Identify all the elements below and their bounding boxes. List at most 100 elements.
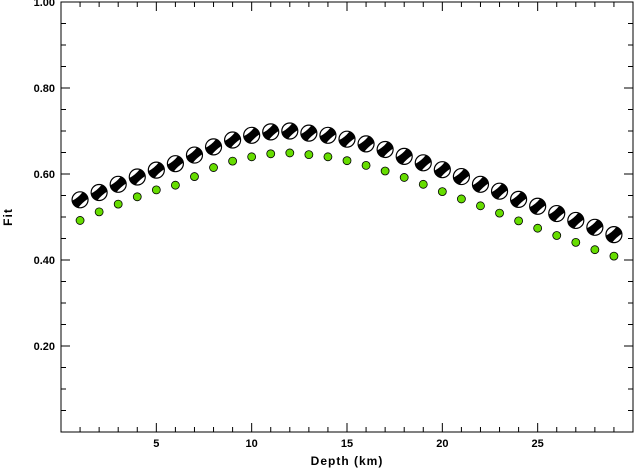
green-data-point bbox=[209, 163, 218, 172]
green-data-point bbox=[94, 207, 104, 217]
beachball-white-lobe bbox=[517, 198, 527, 208]
beachball-rim bbox=[471, 175, 490, 193]
green-data-point bbox=[170, 180, 180, 190]
beachball-rim bbox=[262, 123, 280, 141]
beachball-white-lobe bbox=[326, 134, 336, 144]
beachball-data-point bbox=[471, 175, 490, 193]
beachball-data-point bbox=[204, 138, 223, 156]
beachball-rim bbox=[71, 191, 89, 209]
beachball-data-point bbox=[281, 122, 299, 140]
beachball-data-point bbox=[490, 182, 509, 200]
green-data-point bbox=[609, 251, 619, 261]
axis-tick-labels: 5 10 15 20 25 0.20 0.40 0.60 0.80 1.00 bbox=[34, 0, 544, 450]
beachball-rim bbox=[433, 161, 451, 179]
beachball-data-point bbox=[548, 204, 566, 223]
green-data-point bbox=[590, 245, 600, 255]
beachball-rim bbox=[338, 130, 356, 148]
axis-ticks bbox=[61, 2, 633, 432]
green-data-point bbox=[323, 152, 333, 162]
x-axis-label: Depth (km) bbox=[311, 454, 384, 468]
beachball-white-lobe bbox=[173, 162, 184, 172]
beachball-data-point bbox=[357, 135, 375, 153]
green-data-point bbox=[266, 149, 276, 159]
beachball-data-point bbox=[414, 154, 432, 172]
beachball-data-point bbox=[567, 211, 585, 230]
x-tick-label: 25 bbox=[532, 438, 544, 450]
green-data-point bbox=[476, 201, 485, 211]
green-data-point bbox=[132, 192, 142, 202]
beachball-white-lobe bbox=[192, 154, 203, 164]
beachball-rim bbox=[185, 146, 204, 164]
beachball-rim bbox=[605, 226, 623, 244]
beachball-rim bbox=[529, 197, 547, 215]
green-data-point bbox=[437, 187, 447, 197]
beachball-white-lobe bbox=[440, 168, 451, 178]
beachball-rim bbox=[300, 124, 318, 142]
beachball-white-lobe bbox=[78, 198, 89, 208]
beachball-white-lobe bbox=[97, 191, 108, 201]
beachball-white-lobe bbox=[383, 148, 394, 158]
y-tick-label: 0.80 bbox=[34, 83, 55, 95]
green-data-point bbox=[380, 166, 390, 176]
green-data-point bbox=[552, 231, 562, 240]
beachball-data-point bbox=[262, 123, 280, 141]
x-tick-label: 10 bbox=[246, 438, 258, 450]
green-data-point bbox=[533, 223, 543, 233]
y-axis-label: Fit bbox=[1, 208, 15, 226]
beachball-data-point bbox=[90, 183, 108, 202]
beachball-white-lobe bbox=[421, 161, 432, 171]
x-tick-label: 20 bbox=[436, 438, 448, 450]
beachball-data-point bbox=[586, 218, 604, 236]
beachball-data-point bbox=[128, 168, 146, 186]
beachball-rim bbox=[224, 131, 242, 149]
y-tick-label: 0.60 bbox=[34, 169, 55, 181]
beachball-white-lobe bbox=[459, 175, 470, 185]
green-data-point bbox=[456, 194, 466, 204]
beachball-rim bbox=[109, 175, 127, 193]
beachball-data-point bbox=[166, 155, 184, 173]
x-tick-label: 5 bbox=[153, 438, 159, 450]
beachball-rim bbox=[376, 140, 394, 159]
beachball-data-point bbox=[71, 191, 89, 209]
beachball-white-lobe bbox=[593, 226, 603, 236]
green-data-point bbox=[495, 208, 504, 218]
beachball-white-lobe bbox=[154, 169, 165, 179]
beachball-data-point bbox=[395, 147, 413, 165]
green-data-point bbox=[151, 185, 161, 195]
beachball-data-point bbox=[224, 131, 242, 149]
green-data-point bbox=[399, 173, 409, 182]
beachball-white-lobe bbox=[364, 142, 375, 152]
beachball-white-lobe bbox=[307, 132, 317, 142]
beachball-data-point bbox=[109, 175, 127, 193]
beachball-white-lobe bbox=[269, 130, 279, 140]
green-data-point bbox=[514, 216, 523, 226]
beachball-data-point bbox=[509, 190, 528, 208]
green-data-point bbox=[571, 237, 581, 247]
beachball-series bbox=[71, 122, 623, 244]
beachball-rim bbox=[586, 218, 604, 236]
beachball-rim bbox=[414, 154, 432, 172]
beachball-rim bbox=[128, 168, 146, 186]
beachball-data-point bbox=[338, 130, 356, 148]
beachball-white-lobe bbox=[116, 183, 127, 193]
beachball-rim bbox=[204, 138, 223, 156]
beachball-rim bbox=[90, 183, 108, 202]
beachball-white-lobe bbox=[555, 212, 565, 222]
green-data-point bbox=[304, 150, 314, 160]
plot-frame bbox=[60, 1, 634, 433]
green-data-point bbox=[247, 152, 257, 162]
green-data-point bbox=[285, 148, 295, 158]
beachball-rim bbox=[166, 155, 184, 173]
beachball-data-point bbox=[243, 126, 261, 144]
beachball-rim bbox=[319, 126, 337, 144]
y-tick-label: 1.00 bbox=[34, 0, 55, 9]
beachball-white-lobe bbox=[497, 190, 508, 200]
beachball-rim bbox=[243, 126, 261, 144]
beachball-rim bbox=[147, 161, 165, 179]
beachball-white-lobe bbox=[536, 205, 546, 215]
beachball-rim bbox=[548, 204, 566, 223]
beachball-white-lobe bbox=[478, 183, 489, 193]
green-data-point bbox=[113, 199, 123, 209]
green-data-point bbox=[190, 172, 199, 181]
